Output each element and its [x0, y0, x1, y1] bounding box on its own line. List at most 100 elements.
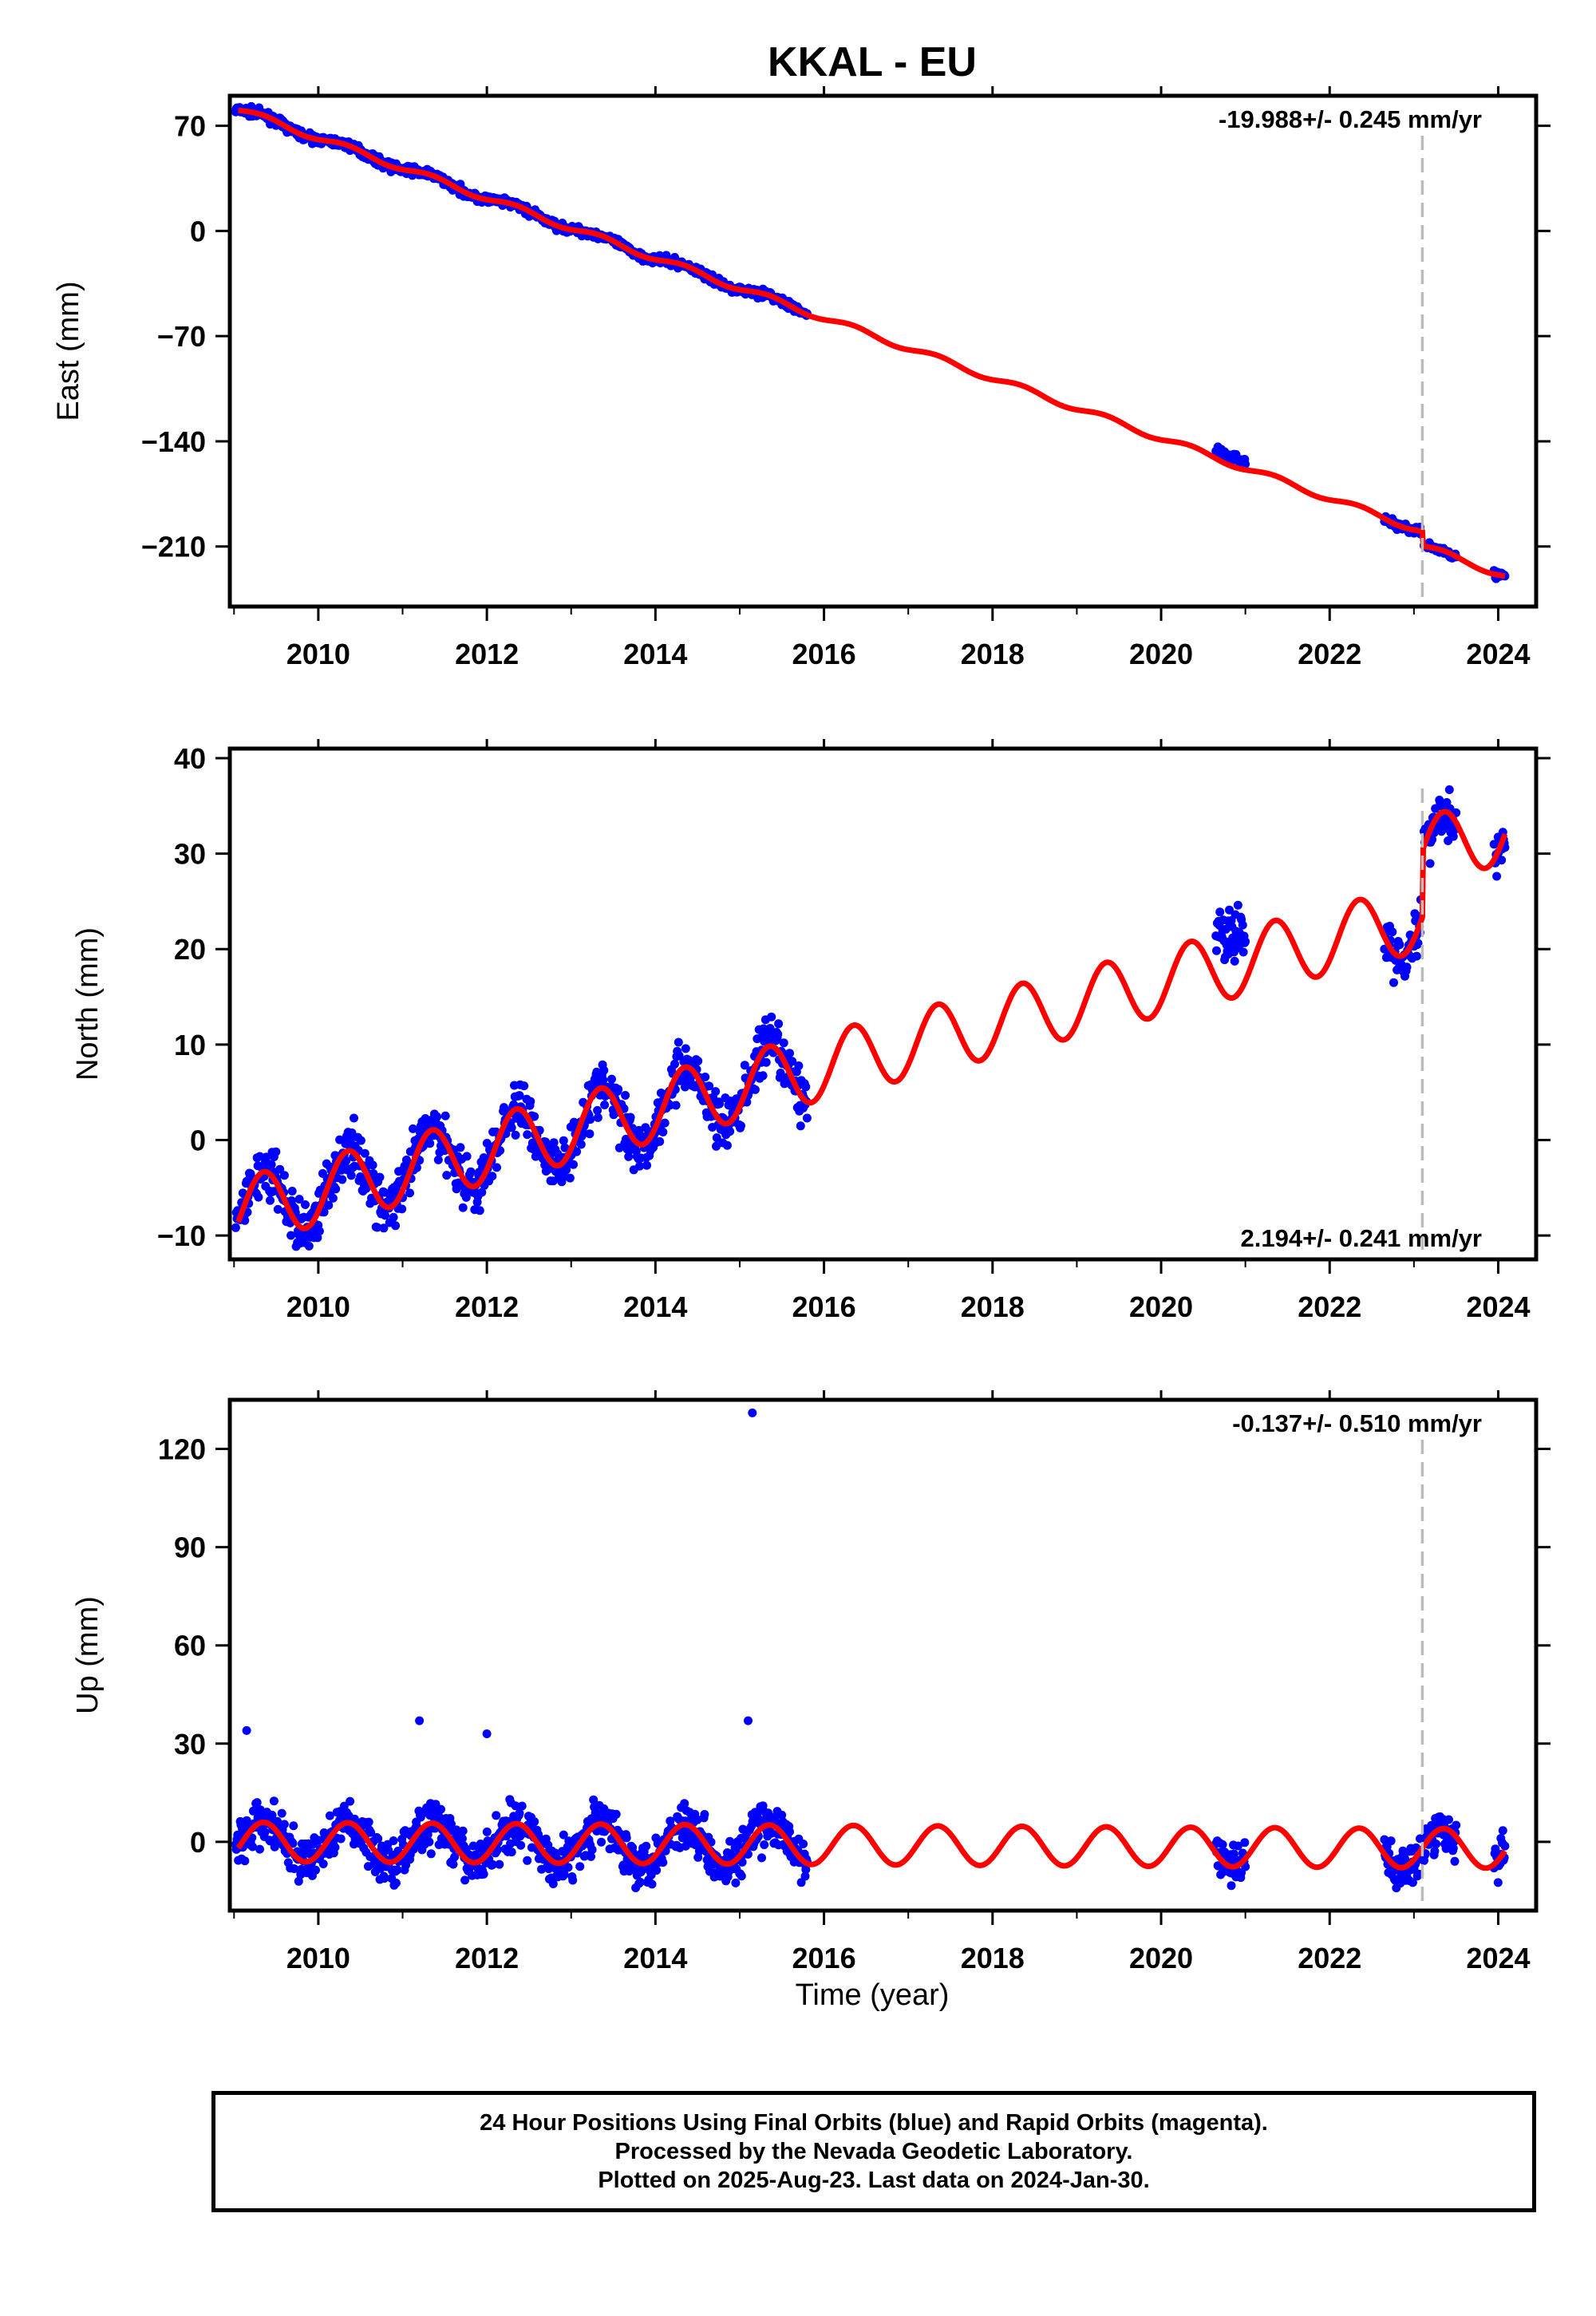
data-point [425, 1837, 434, 1847]
data-point [1432, 1840, 1441, 1848]
data-point [599, 1065, 609, 1075]
footer-line-3: Plotted on 2025-Aug-23. Last data on 202… [598, 2168, 1150, 2193]
data-point [440, 1111, 450, 1120]
data-point [526, 1097, 535, 1106]
x-tick-label: 2022 [1298, 1942, 1361, 1974]
data-point [1388, 927, 1397, 937]
data-point [346, 1136, 355, 1144]
y-tick-label: 30 [174, 1728, 206, 1761]
y-tick-label: −210 [141, 531, 206, 563]
data-point [488, 1172, 497, 1181]
data-point [266, 1196, 275, 1205]
data-point [576, 1140, 586, 1149]
x-tick-label: 2012 [455, 1942, 519, 1974]
data-point [517, 1801, 527, 1811]
data-point [331, 1184, 341, 1194]
data-point [286, 1231, 296, 1240]
footer-line-1: 24 Hour Positions Using Final Orbits (bl… [480, 2110, 1268, 2136]
data-point [346, 1796, 355, 1806]
data-point [389, 1836, 398, 1845]
data-point [255, 1844, 264, 1854]
rate-label-east: -19.988+/- 0.245 mm/yr [1219, 105, 1482, 133]
y-tick-label: 90 [174, 1531, 206, 1564]
chart-panels: 2010 2012 2014 2016 2018 2020 2022 2024700−70−1… [52, 86, 1551, 1974]
x-axis-label: Time (year) [796, 1978, 950, 2012]
data-point [779, 1038, 788, 1048]
data-point [458, 1826, 468, 1836]
x-tick-label: 2020 [1129, 1942, 1193, 1974]
data-point [437, 1804, 445, 1814]
data-point [642, 1841, 651, 1851]
outlier-point [748, 1408, 757, 1417]
data-point [660, 1118, 670, 1128]
data-point [587, 1845, 597, 1855]
data-point [350, 1113, 358, 1123]
plot-area-up [231, 1408, 1510, 1893]
data-point [597, 1837, 606, 1847]
data-point [492, 1811, 501, 1820]
data-point [1452, 1820, 1461, 1830]
y-tick-label: −10 [157, 1219, 206, 1252]
x-tick-label: 2010 [286, 1290, 350, 1323]
data-point [313, 1233, 322, 1243]
data-point [758, 1071, 768, 1081]
x-tick-label: 2010 [286, 1942, 350, 1974]
data-point [267, 1160, 276, 1169]
x-tick-label: 2018 [961, 1942, 1025, 1974]
x-tick-label: 2018 [961, 1290, 1025, 1323]
data-point [507, 1848, 516, 1857]
x-tick-label: 2016 [792, 1942, 856, 1974]
x-tick-label: 2016 [792, 1290, 856, 1323]
data-point [346, 1171, 356, 1180]
data-point [674, 1037, 683, 1047]
footer-line-2: Processed by the Nevada Geodetic Laborat… [614, 2139, 1133, 2164]
outlier-point [744, 1716, 753, 1725]
data-point [614, 1085, 623, 1094]
data-point [773, 1030, 783, 1039]
data-point [757, 1853, 766, 1863]
data-point [569, 1160, 578, 1169]
data-point [1450, 1856, 1460, 1866]
data-point [700, 1810, 709, 1819]
data-point [277, 1808, 286, 1818]
y-tick-label: 40 [174, 742, 206, 775]
data-point [670, 1059, 679, 1069]
data-point [379, 1223, 389, 1233]
data-point [426, 1849, 436, 1859]
x-tick-label: 2014 [623, 1290, 687, 1323]
x-tick-label: 2024 [1466, 1942, 1530, 1974]
data-point [681, 1044, 690, 1053]
data-point [289, 1821, 298, 1831]
data-point [405, 1188, 414, 1198]
data-point [711, 1087, 721, 1097]
data-point [466, 1167, 476, 1176]
data-point [462, 1152, 472, 1161]
data-point [1240, 1838, 1250, 1848]
data-point [799, 1840, 808, 1848]
y-tick-label: 0 [190, 1826, 206, 1859]
data-point [328, 1193, 338, 1203]
x-tick-label: 2024 [1466, 1290, 1530, 1323]
data-point [622, 1833, 631, 1843]
data-point [364, 1817, 373, 1827]
data-point [1233, 900, 1242, 910]
data-point [314, 1227, 324, 1236]
y-axis-label-up: Up (mm) [71, 1596, 105, 1714]
y-tick-label: 0 [190, 215, 206, 247]
data-point [563, 1863, 573, 1872]
data-point [1492, 871, 1502, 881]
data-point [626, 1113, 635, 1122]
data-point [492, 1163, 501, 1172]
data-point [324, 1200, 334, 1210]
data-point [255, 1152, 264, 1161]
y-axis-label-north: North (mm) [71, 927, 105, 1081]
data-point [1230, 956, 1239, 966]
footer-info-box: 24 Hour Positions Using Final Orbits (bl… [211, 2091, 1536, 2212]
data-point [338, 1175, 347, 1184]
data-point [507, 1123, 516, 1132]
data-point [658, 1858, 668, 1867]
data-point [442, 1171, 452, 1180]
data-point [1500, 1841, 1510, 1851]
data-point [391, 1221, 401, 1231]
data-point [433, 1112, 442, 1121]
